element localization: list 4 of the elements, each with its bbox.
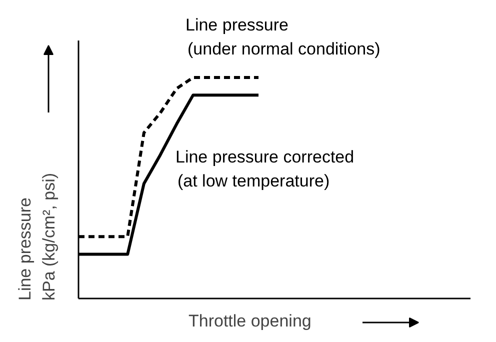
series-label: Line pressure corrected (at low temperature) <box>176 148 354 190</box>
series-label: Line pressure (under normal conditions) <box>186 16 380 58</box>
x-axis-title: Throttle opening <box>188 312 312 330</box>
y-axis-title: Line pressure kPa (kg/cm², psi) <box>16 172 58 300</box>
